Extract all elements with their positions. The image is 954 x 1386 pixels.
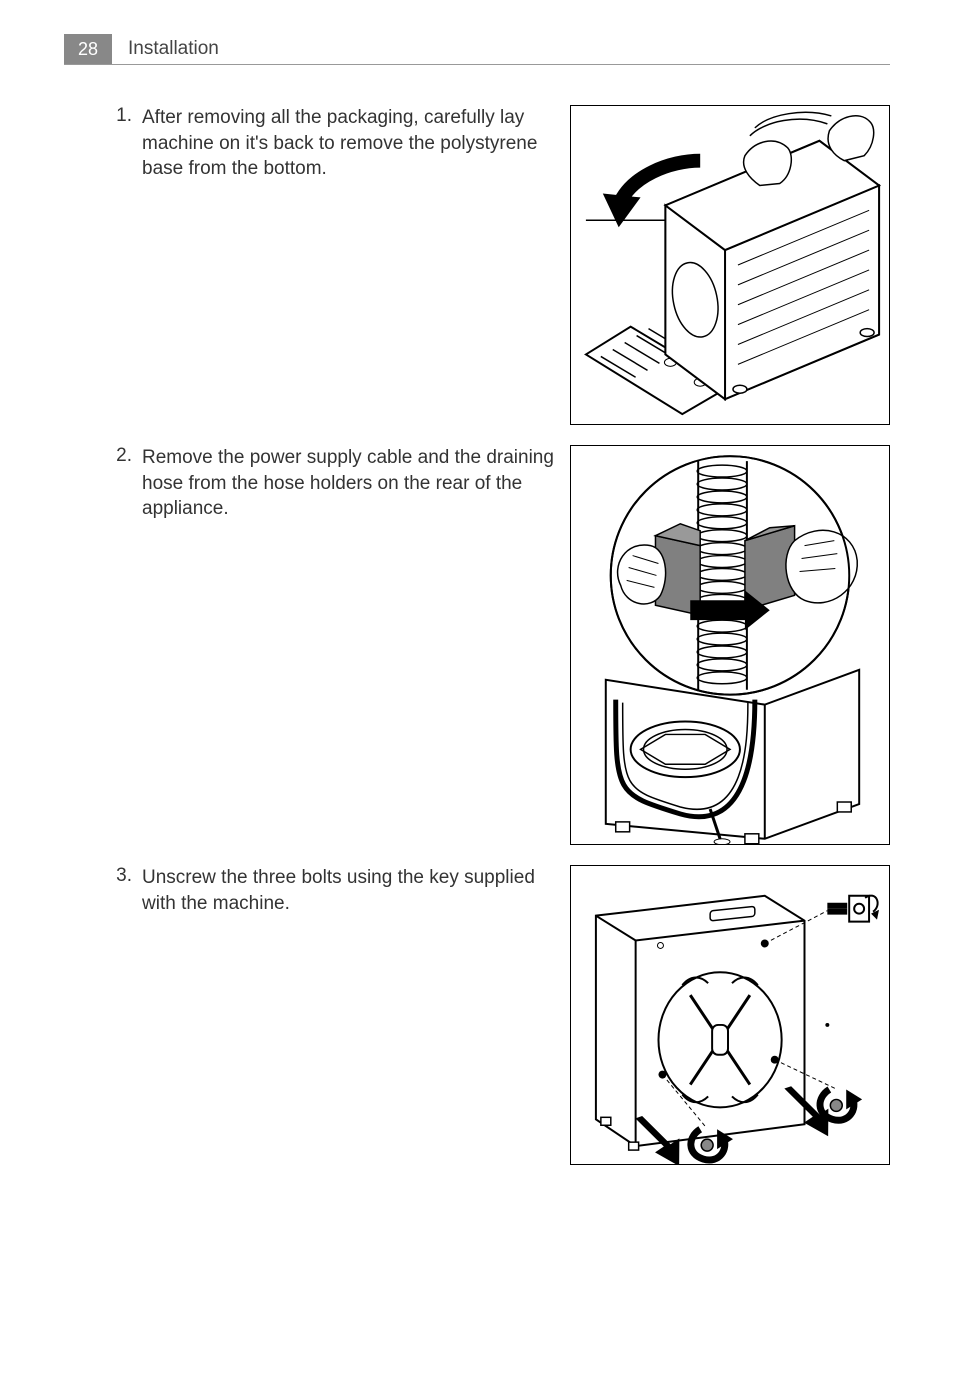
step-text: Unscrew the three bolts using the key su… <box>142 865 558 916</box>
step-number: 2. <box>108 445 142 522</box>
page-number-box: 28 <box>64 34 112 64</box>
step-row: 1. After removing all the packaging, car… <box>64 105 890 425</box>
step-text: After removing all the packaging, carefu… <box>142 105 558 182</box>
step-text-column: 2. Remove the power supply cable and the… <box>64 445 570 522</box>
step-number: 3. <box>108 865 142 916</box>
step-1-illustration <box>570 105 890 425</box>
step-row: 3. Unscrew the three bolts using the key… <box>64 865 890 1165</box>
step-row: 2. Remove the power supply cable and the… <box>64 445 890 845</box>
section-title: Installation <box>112 34 235 64</box>
content-area: 1. After removing all the packaging, car… <box>0 65 954 1165</box>
page-header: 28 Installation <box>64 34 890 65</box>
page-number: 28 <box>78 39 98 60</box>
step-2-illustration <box>570 445 890 845</box>
step-text: Remove the power supply cable and the dr… <box>142 445 558 522</box>
step-text-column: 3. Unscrew the three bolts using the key… <box>64 865 570 916</box>
step-text-column: 1. After removing all the packaging, car… <box>64 105 570 182</box>
section-title-text: Installation <box>128 38 219 60</box>
step-3-illustration <box>570 865 890 1165</box>
step-number: 1. <box>108 105 142 182</box>
